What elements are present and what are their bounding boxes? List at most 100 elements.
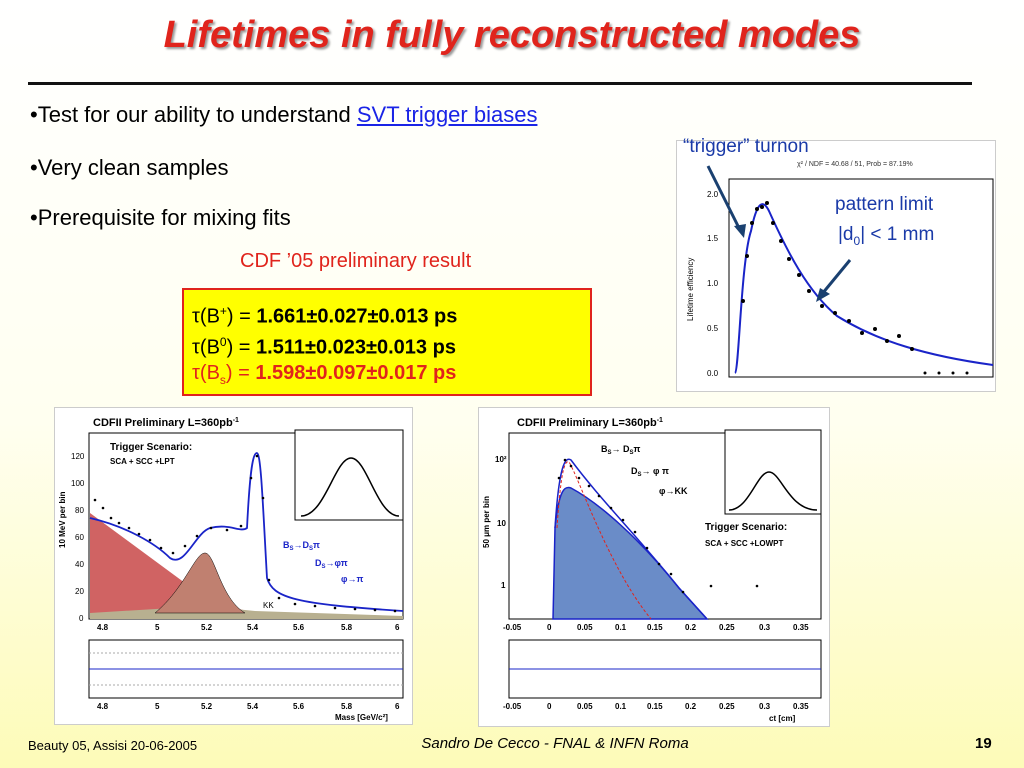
svg-text:0.2: 0.2 (685, 702, 697, 711)
cdf-preliminary-label: CDF ’05 preliminary result (240, 250, 472, 272)
svg-text:5: 5 (155, 623, 160, 632)
mass-points (93, 454, 397, 613)
ct-header: CDFII Preliminary L=360pb-1 (517, 417, 663, 429)
mass-inset-frame (294, 429, 404, 521)
turnon-arrow (706, 165, 742, 231)
mass-residual-grid (89, 652, 403, 686)
svg-text:5.4: 5.4 (247, 623, 259, 632)
ct-plot-panel: CDFII Preliminary L=360pb-1 50 μm per bi… (478, 407, 830, 727)
tau-symbol: τ (192, 362, 200, 384)
result-sup: 0 (219, 335, 227, 349)
svg-text:5.2: 5.2 (201, 623, 213, 632)
svg-text:5.6: 5.6 (293, 702, 305, 711)
pattern-arrow (820, 259, 852, 295)
d0-sub: 0 (853, 233, 861, 248)
bullet-3-text: •Prerequisite for mixing fits (30, 205, 291, 230)
svg-text:5.2: 5.2 (201, 702, 213, 711)
svg-text:120: 120 (71, 452, 85, 461)
result-sub: s (219, 373, 226, 387)
ct-xticks: -0.05 0 0.05 0.1 0.15 0.2 0.25 0.3 0.35 (503, 623, 809, 632)
svg-text:-0.05: -0.05 (503, 702, 522, 711)
tau-symbol: τ (192, 305, 200, 328)
mass-residual-xticks: 4.8 5 5.2 5.4 5.6 5.8 6 (97, 702, 400, 711)
ytick-4: 2.0 (707, 190, 719, 199)
svg-text:0: 0 (547, 702, 552, 711)
pattern-limit-annotation: pattern limit (835, 194, 934, 215)
result-value: 1.661±0.027±0.013 ps (256, 305, 458, 328)
bullet-3: •Prerequisite for mixing fits (30, 205, 291, 231)
mass-scenario-title: Trigger Scenario: (110, 442, 192, 453)
svg-text:5: 5 (155, 702, 160, 711)
svg-text:10²: 10² (495, 455, 507, 464)
result-value: 1.511±0.023±0.013 ps (256, 336, 456, 359)
result-eq: ) = (225, 362, 256, 384)
mass-decay-1: BS→DSπ (283, 540, 320, 552)
lifetime-results-box: τ(B+) = 1.661±0.027±0.013 ps τ(B0) = 1.5… (182, 288, 592, 396)
svg-text:0.1: 0.1 (615, 702, 627, 711)
svg-text:0.25: 0.25 (719, 702, 735, 711)
tau-symbol: τ (192, 336, 200, 359)
svg-text:0.25: 0.25 (719, 623, 735, 632)
result-particle: (B (199, 362, 220, 384)
mass-xticks: 4.8 5 5.2 5.4 5.6 5.8 6 (97, 623, 400, 632)
ct-inset-gaussian (728, 471, 818, 511)
ct-points (557, 458, 759, 594)
svg-text:0.1: 0.1 (615, 623, 627, 632)
ct-decay-3: φ→KK (659, 486, 688, 496)
footer-conference: Beauty 05, Assisi 20-06-2005 (28, 738, 198, 753)
efficiency-plot-panel: χ² / NDF = 40.68 / 51, Prob = 87.19% Lif… (676, 140, 996, 392)
result-bplus: τ(B+) = 1.661±0.027±0.013 ps (192, 296, 590, 328)
mass-scenario-text: SCA + SCC +LPT (110, 457, 175, 466)
ct-decay-1: BS→ DSπ (601, 444, 641, 456)
result-particle: (B (199, 305, 220, 328)
plot-frame (728, 178, 994, 378)
svg-text:6: 6 (395, 623, 400, 632)
d0-label: |d (838, 224, 854, 245)
svg-text:0.2: 0.2 (685, 623, 697, 632)
trigger-turnon-annotation: “trigger” turnon (683, 136, 809, 157)
result-b0: τ(B0) = 1.511±0.023±0.013 ps (192, 327, 590, 359)
result-eq: ) = (226, 336, 257, 359)
mass-ylabel: 10 MeV per bin (58, 491, 67, 548)
svt-trigger-link[interactable]: SVT trigger biases (356, 102, 538, 127)
ytick-0: 0.0 (707, 369, 719, 378)
result-bs: τ(Bs) = 1.598±0.097±0.017 ps (192, 358, 590, 389)
svg-text:0: 0 (79, 614, 84, 623)
result-sup: + (219, 304, 227, 318)
mass-plot: CDFII Preliminary L=360pb-1 10 MeV per b… (58, 417, 404, 722)
slide-title: Lifetimes in fully reconstructed modes (163, 14, 861, 56)
ct-scenario-text: SCA + SCC +LOWPT (705, 539, 783, 548)
fit-result-text: χ² / NDF = 40.68 / 51, Prob = 87.19% (797, 161, 913, 168)
annotation-arrows (706, 165, 852, 302)
svg-text:-0.05: -0.05 (503, 623, 522, 632)
svg-text:6: 6 (395, 702, 400, 711)
reflection-component (90, 513, 255, 613)
ct-xlabel: ct [cm] (769, 714, 796, 723)
svg-text:5.6: 5.6 (293, 623, 305, 632)
ct-yticks: 1 10 10² (495, 455, 507, 590)
ct-scenario-title: Trigger Scenario: (705, 522, 787, 533)
svg-text:10: 10 (497, 519, 506, 528)
efficiency-ylabel: Lifetime efficiency (686, 258, 695, 321)
footer-author: Sandro De Cecco - FNAL & INFN Roma (421, 735, 689, 752)
svg-text:0.35: 0.35 (793, 702, 809, 711)
result-particle: (B (199, 336, 220, 359)
result-value: 1.598±0.097±0.017 ps (255, 362, 457, 384)
mass-xlabel: Mass [GeV/c²] (335, 713, 388, 722)
bullet-1-text: •Test for our ability to understand (30, 102, 357, 127)
d0-cut-value: | < 1 mm (860, 224, 935, 245)
mass-inset-gaussian (300, 457, 400, 517)
bullet-1: •Test for our ability to understand SVT … (30, 102, 537, 128)
svg-text:0.15: 0.15 (647, 702, 663, 711)
svg-text:4.8: 4.8 (97, 623, 109, 632)
ct-signal-component (552, 486, 709, 620)
svg-text:1: 1 (501, 581, 506, 590)
svg-text:40: 40 (75, 560, 84, 569)
svg-text:5.8: 5.8 (341, 702, 353, 711)
title-divider (28, 82, 972, 85)
page-number: 19 (975, 735, 992, 752)
svg-text:4.8: 4.8 (97, 702, 109, 711)
result-eq: ) = (226, 305, 257, 328)
svg-text:100: 100 (71, 479, 85, 488)
bullet-2: •Very clean samples (30, 155, 228, 181)
